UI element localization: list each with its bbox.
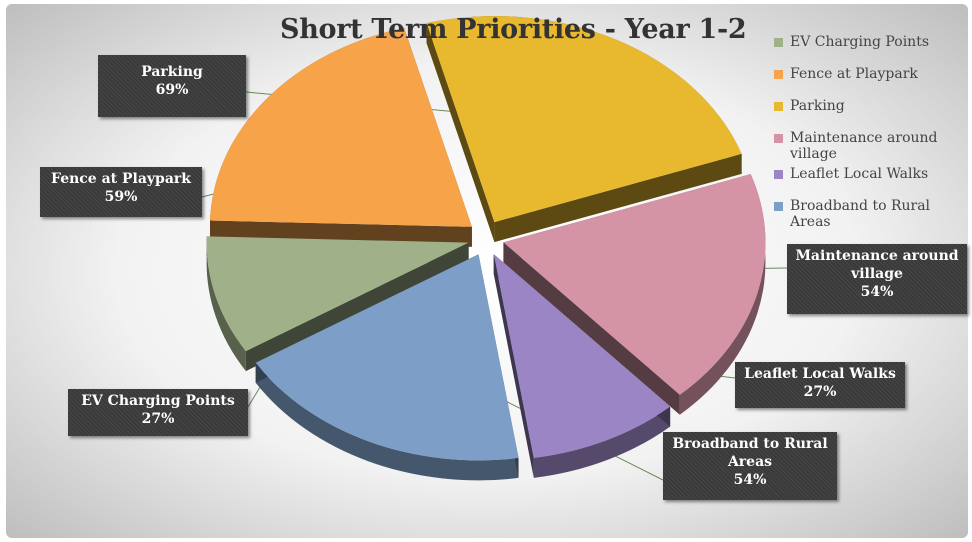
data-label-fence: Fence at Playpark 59%	[40, 167, 202, 217]
legend: EV Charging Points Fence at Playpark Par…	[772, 34, 967, 246]
pie-slice-maintenance	[503, 174, 766, 395]
legend-swatch	[774, 38, 783, 47]
data-label-name: Broadband to Rural Areas	[672, 436, 828, 470]
legend-label: EV Charging Points	[790, 34, 930, 50]
legend-label: Fence at Playpark	[790, 66, 918, 82]
legend-label: Leaflet Local Walks	[790, 166, 929, 182]
data-label-maintenance: Maintenance around village 54%	[787, 244, 967, 314]
legend-swatch	[774, 102, 783, 111]
legend-label: Maintenance around village	[790, 130, 938, 162]
data-label-value: 27%	[803, 384, 837, 400]
legend-label: Broadband to Rural Areas	[790, 198, 931, 230]
pie-slice-wall-parking	[494, 153, 742, 243]
legend-item-broadband: Broadband to Rural Areas	[772, 198, 940, 230]
data-label-leaflet: Leaflet Local Walks 27%	[735, 362, 905, 408]
pie-slice-wall-leaflet	[493, 254, 534, 478]
pie-slice-wall-parking	[426, 23, 495, 243]
legend-item-ev: EV Charging Points	[772, 34, 967, 50]
legend-label: Parking	[790, 98, 845, 114]
data-label-name: Maintenance around village	[795, 248, 959, 282]
pie-slice-broadband	[255, 254, 519, 461]
legend-item-parking: Parking	[772, 98, 967, 114]
legend-swatch	[774, 170, 783, 179]
data-label-name: EV Charging Points	[81, 393, 235, 409]
data-label-value: 54%	[860, 284, 894, 300]
pie-slice-side-leaflet	[533, 406, 671, 478]
pie-slice-ev	[206, 236, 469, 352]
pie-slice-parking	[426, 16, 742, 223]
pie-slice-fence	[210, 27, 472, 227]
data-label-value: 69%	[155, 82, 189, 98]
pie-chart	[206, 16, 766, 481]
data-label-value: 27%	[141, 411, 175, 427]
legend-item-fence: Fence at Playpark	[772, 66, 967, 82]
pie-slice-side-ev	[206, 236, 246, 372]
legend-swatch	[774, 70, 783, 79]
data-label-broadband: Broadband to Rural Areas 54%	[663, 432, 837, 500]
pie-slice-leaflet	[493, 254, 671, 458]
data-label-name: Leaflet Local Walks	[744, 366, 896, 382]
data-label-name: Parking	[141, 64, 203, 80]
chart-title: Short Term Priorities - Year 1-2	[280, 14, 747, 45]
pie-slice-side-broadband	[255, 362, 519, 481]
legend-item-leaflet: Leaflet Local Walks	[772, 166, 967, 182]
data-label-value: 59%	[104, 189, 138, 205]
legend-item-maintenance: Maintenance around village	[772, 130, 950, 162]
legend-swatch	[774, 202, 783, 211]
data-label-name: Fence at Playpark	[51, 171, 191, 187]
data-label-parking: Parking 69%	[98, 55, 246, 117]
legend-swatch	[774, 134, 783, 143]
pie-slice-wall-maintenance	[503, 242, 680, 415]
pie-slice-wall-ev	[245, 242, 469, 372]
data-label-ev: EV Charging Points 27%	[68, 389, 248, 436]
data-label-value: 54%	[733, 472, 767, 488]
